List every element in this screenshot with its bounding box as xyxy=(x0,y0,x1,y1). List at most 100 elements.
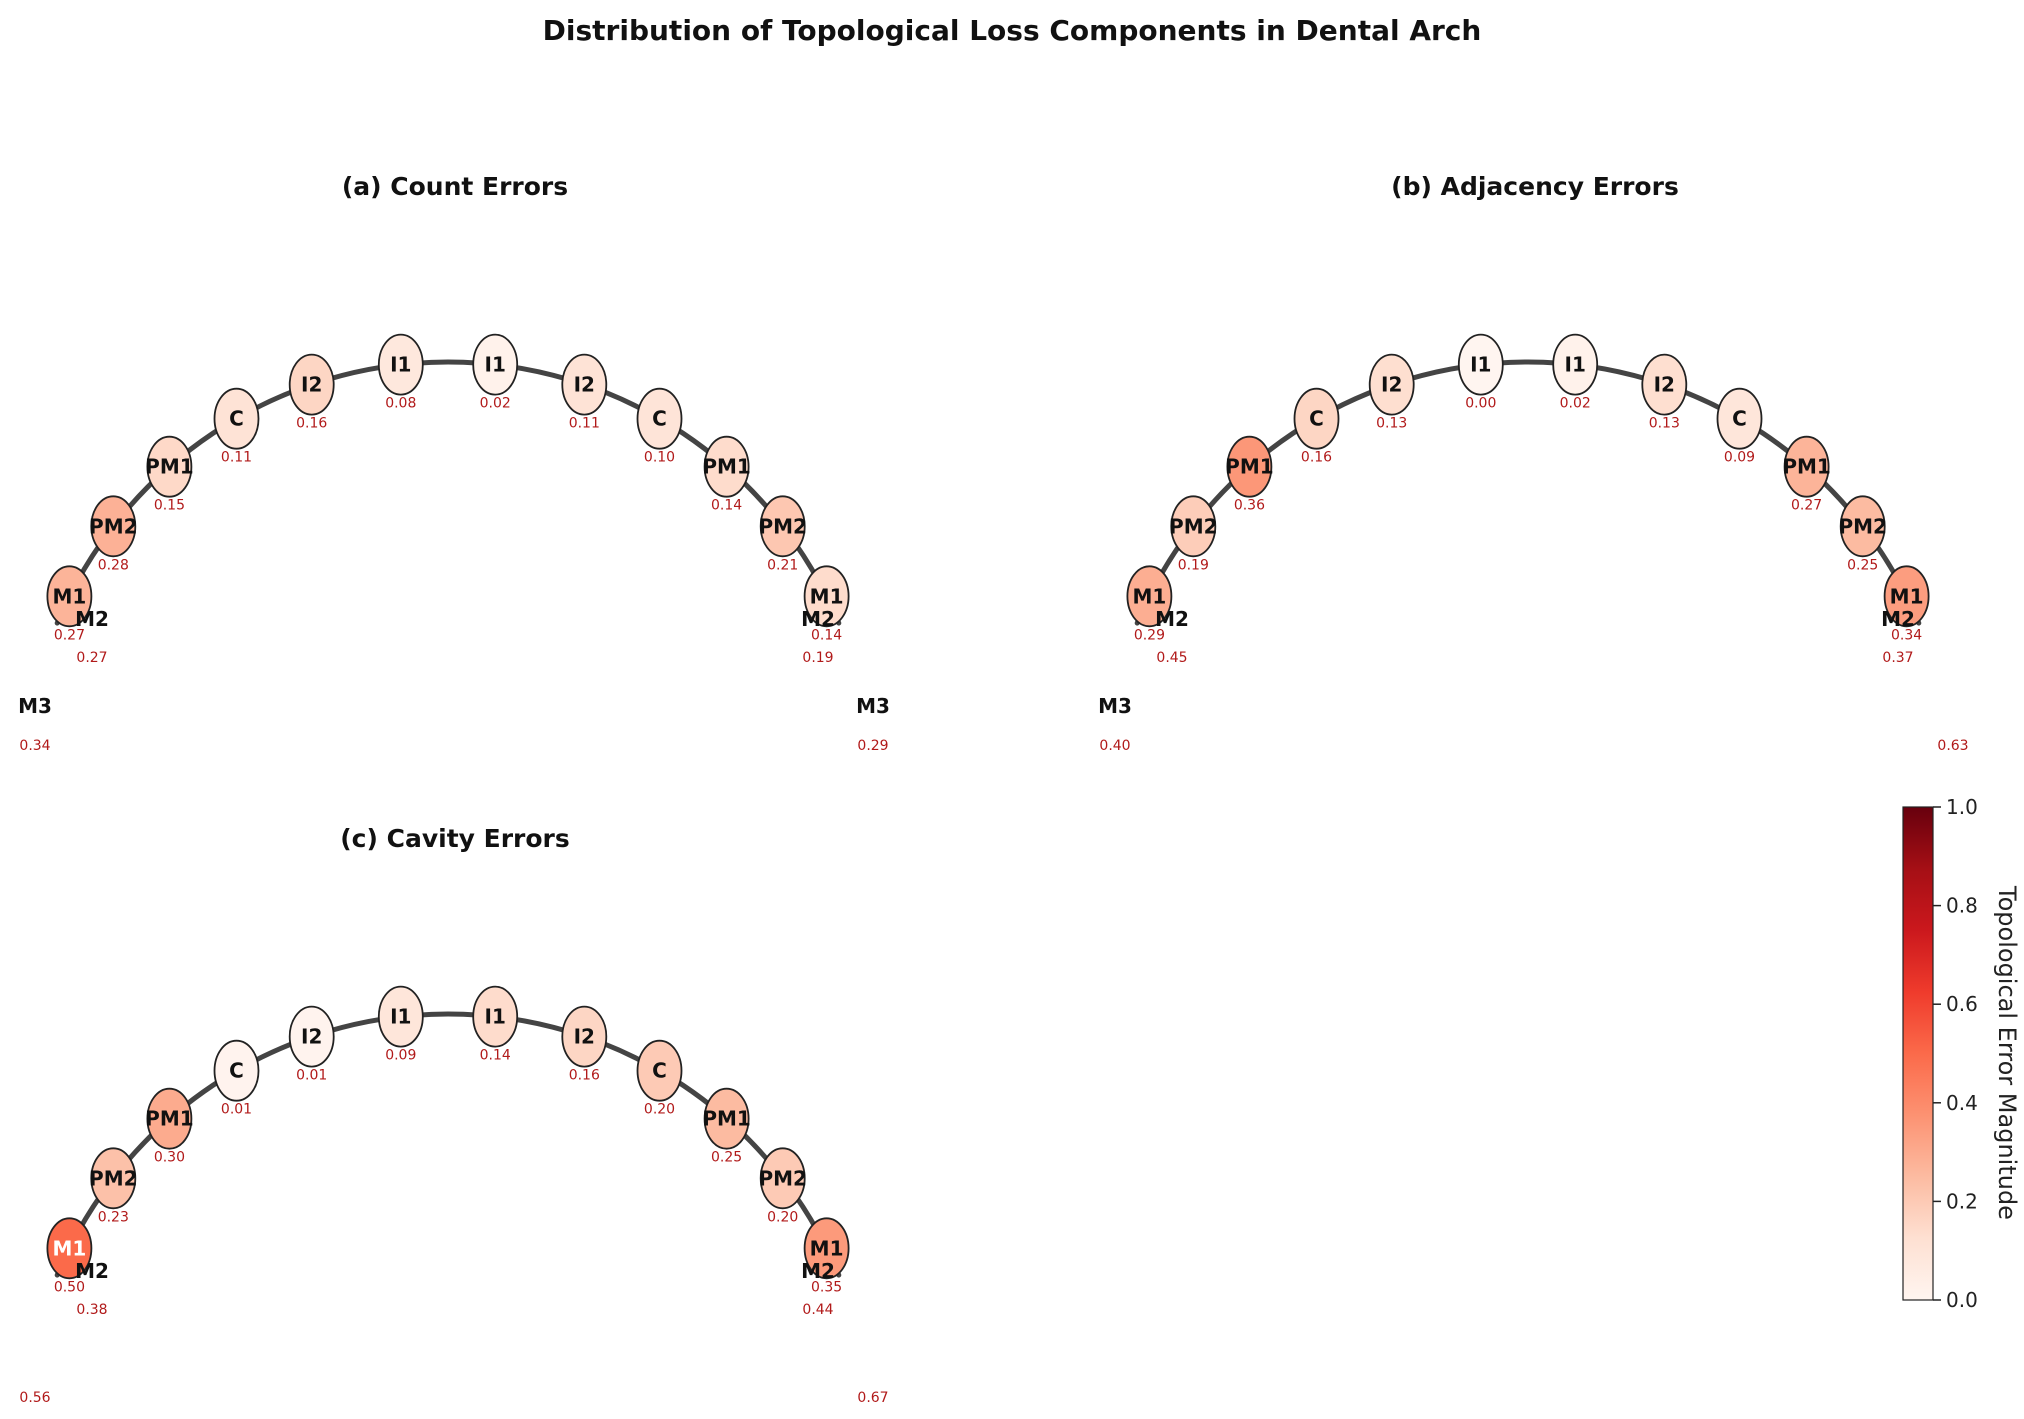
tooth-value: 0.13 xyxy=(1376,416,1407,432)
tooth-marker xyxy=(1226,435,1273,498)
outer-tooth-4: 0.67 xyxy=(857,1390,888,1406)
outer-tooth-value: 0.44 xyxy=(802,1302,833,1318)
tooth-marker xyxy=(1883,565,1930,628)
colorbar-ticks: 0.0 0.2 0.4 0.6 0.8 1.0 xyxy=(1933,795,1978,1312)
outer-tooth-label: M2 xyxy=(801,607,835,631)
tooth-value: 0.30 xyxy=(154,1150,185,1166)
tooth-marker xyxy=(803,1217,850,1280)
tooth-11: PM2 0.20 xyxy=(758,1147,807,1225)
tooth-label: PM1 xyxy=(1782,455,1830,479)
tooth-value: 0.02 xyxy=(480,396,511,412)
tooth-label: M1 xyxy=(1890,584,1924,608)
tooth-8: I2 0.16 xyxy=(561,1005,608,1084)
tooth-label: PM1 xyxy=(1225,455,1273,479)
tooth-marker xyxy=(472,333,519,396)
tooth-label: M1 xyxy=(810,584,844,608)
tooth-marker xyxy=(288,353,335,416)
outer-tooth-value: 0.38 xyxy=(76,1302,107,1318)
colorbar-label: Topological Error Magnitude xyxy=(1993,885,2021,1220)
tooth-marker xyxy=(146,1087,193,1150)
tooth-9: C 0.09 xyxy=(1716,387,1763,466)
tooth-6: I1 0.00 xyxy=(1457,333,1504,412)
tooth-label: M1 xyxy=(52,1236,86,1260)
outer-tooth-value: 0.40 xyxy=(1099,738,1130,754)
tooth-12: M1 0.14 xyxy=(803,565,850,643)
tooth-label: PM2 xyxy=(758,1166,806,1190)
outer-tooth-label: M2 xyxy=(75,607,109,631)
tooth-label: I1 xyxy=(1565,353,1586,377)
tooth-8: I2 0.13 xyxy=(1641,353,1688,432)
tooth-value: 0.09 xyxy=(1724,450,1755,466)
tooth-marker xyxy=(636,1039,683,1102)
tooth-8: I2 0.11 xyxy=(561,353,608,432)
tooth-value: 0.23 xyxy=(98,1209,129,1225)
tooth-label: I2 xyxy=(574,373,595,397)
tooth-marker xyxy=(636,387,683,450)
panel-title: (a) Count Errors xyxy=(342,172,568,201)
tooth-label: I1 xyxy=(390,353,411,377)
colorbar-tick-label: 0.2 xyxy=(1946,1189,1978,1213)
tooth-value: 0.27 xyxy=(1791,498,1822,514)
tooth-value: 0.02 xyxy=(1560,396,1591,412)
tooth-marker xyxy=(1716,387,1763,450)
outer-tooth-1: M2 0.38 xyxy=(75,1259,109,1318)
tooth-1: M1 0.50 xyxy=(46,1217,93,1295)
tooth-7: I1 0.02 xyxy=(472,333,519,412)
outer-tooth-label: M2 xyxy=(801,1259,835,1283)
tooth-2: PM2 0.28 xyxy=(89,495,138,573)
tooth-value: 0.01 xyxy=(221,1102,252,1118)
tooth-label: PM1 xyxy=(702,455,750,479)
tooth-label: PM2 xyxy=(758,514,806,538)
outer-tooth-label: M2 xyxy=(1155,607,1189,631)
tooth-1: M1 0.27 xyxy=(46,565,93,643)
tooth-value: 0.20 xyxy=(767,1209,798,1225)
tooth-value: 0.16 xyxy=(296,416,327,432)
tooth-value: 0.00 xyxy=(1465,396,1496,412)
tooth-label: C xyxy=(1732,407,1747,431)
outer-tooth-2: M2 0.19 xyxy=(801,607,835,666)
outer-tooth-value: 0.63 xyxy=(1937,738,1968,754)
outer-tooth-value: 0.37 xyxy=(1882,650,1913,666)
tooth-value: 0.27 xyxy=(54,627,85,643)
colorbar: 0.0 0.2 0.4 0.6 0.8 1.0 Topological Error Mag… xyxy=(1902,795,2021,1312)
colorbar-gradient xyxy=(1902,806,1934,1301)
tooth-3: PM1 0.30 xyxy=(145,1087,194,1166)
tooth-marker xyxy=(1552,333,1599,396)
tooth-11: PM2 0.25 xyxy=(1838,495,1887,573)
tooth-marker xyxy=(288,1005,335,1068)
tooth-2: PM2 0.19 xyxy=(1169,495,1218,573)
tooth-marker xyxy=(213,1039,260,1102)
tooth-marker xyxy=(1293,387,1340,450)
tooth-10: PM1 0.14 xyxy=(702,435,751,514)
tooth-value: 0.01 xyxy=(296,1068,327,1084)
outer-tooth-value: 0.29 xyxy=(857,738,888,754)
tooth-label: C xyxy=(229,407,244,431)
tooth-marker xyxy=(759,1147,806,1210)
tooth-label: PM1 xyxy=(145,455,193,479)
tooth-7: I1 0.02 xyxy=(1552,333,1599,412)
tooth-label: C xyxy=(229,1059,244,1083)
tooth-value: 0.15 xyxy=(154,498,185,514)
outer-tooth-1: M2 0.27 xyxy=(75,607,109,666)
outer-tooth-value: 0.45 xyxy=(1156,650,1187,666)
outer-tooth-1: M2 0.45 xyxy=(1155,607,1189,666)
tooth-value: 0.34 xyxy=(1891,627,1922,643)
tooth-marker xyxy=(90,1147,137,1210)
tooth-value: 0.35 xyxy=(811,1279,842,1295)
colorbar-tick-label: 1.0 xyxy=(1946,795,1978,819)
outer-tooth-2: M2 0.44 xyxy=(801,1259,835,1318)
tooth-label: I1 xyxy=(1470,353,1491,377)
tooth-label: PM1 xyxy=(702,1107,750,1131)
arch-curve xyxy=(54,1011,842,1278)
tooth-marker xyxy=(146,435,193,498)
tooth-3: PM1 0.15 xyxy=(145,435,194,514)
outer-tooth-value: 0.56 xyxy=(19,1390,50,1406)
outer-tooth-2: M2 0.37 xyxy=(1881,607,1915,666)
tooth-marker xyxy=(1783,435,1830,498)
tooth-marker xyxy=(1641,353,1688,416)
tooth-4: C 0.11 xyxy=(213,387,260,466)
arch-curve xyxy=(54,359,842,626)
panel-2: (b) Adjacency Errors M1 0.29 PM2 0.19 PM1 0.36… xyxy=(1098,172,1969,754)
tooth-label: I2 xyxy=(1654,373,1675,397)
